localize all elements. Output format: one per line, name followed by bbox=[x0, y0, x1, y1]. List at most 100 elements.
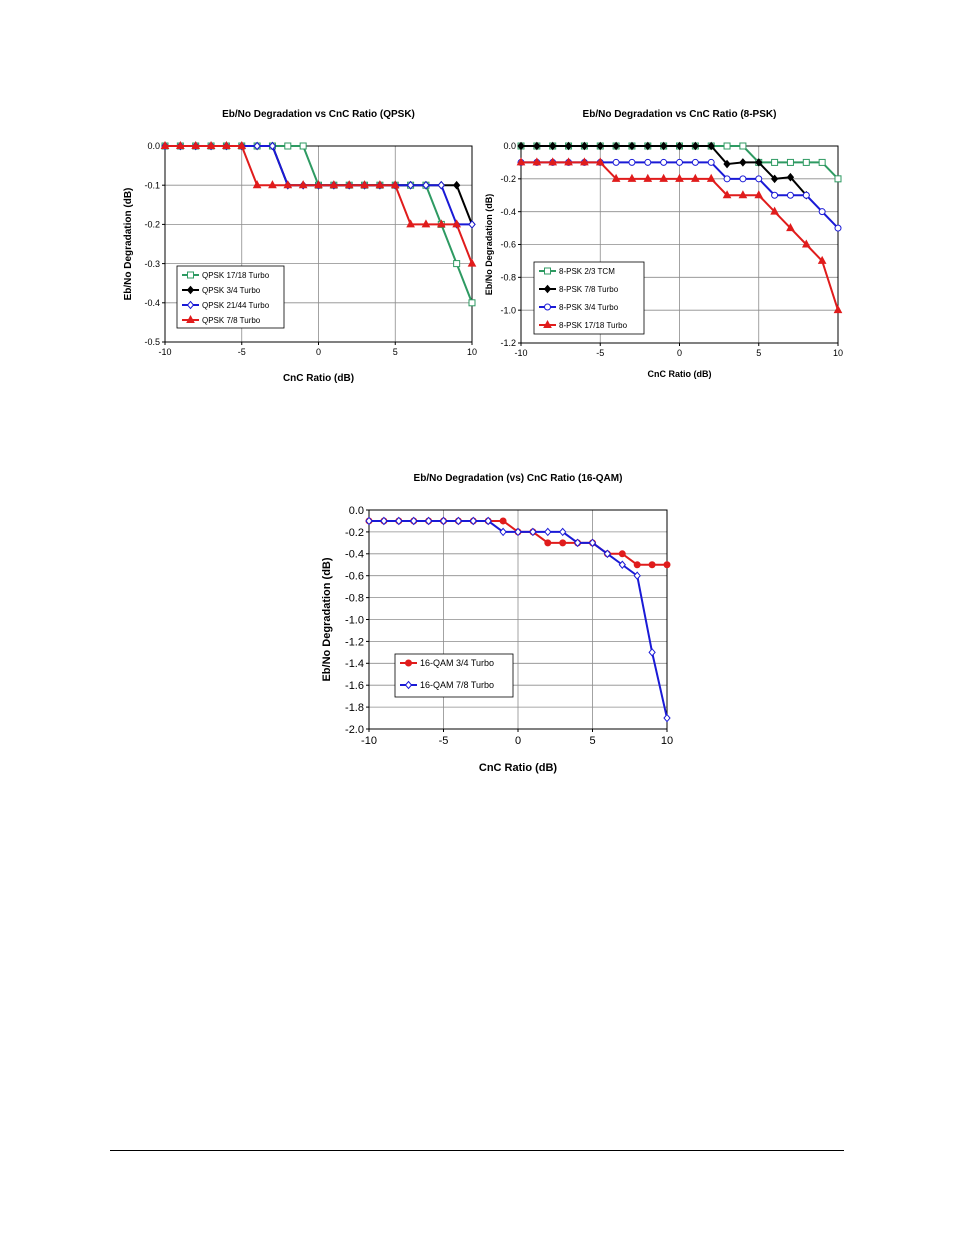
data-point bbox=[452, 219, 461, 228]
data-point bbox=[206, 140, 216, 149]
legend-label: 16-QAM 3/4 Turbo bbox=[420, 658, 494, 668]
chart-title: Eb/No Degradation vs CnC Ratio (QPSK) bbox=[222, 109, 415, 120]
y-tick-label: 0.0 bbox=[147, 141, 160, 151]
data-point bbox=[573, 538, 582, 548]
data-point bbox=[298, 180, 308, 189]
data-point bbox=[422, 180, 430, 190]
data-point bbox=[268, 180, 277, 189]
data-point bbox=[676, 158, 683, 166]
data-point bbox=[390, 180, 400, 189]
data-point bbox=[499, 527, 507, 537]
data-point bbox=[484, 516, 492, 526]
legend-swatch-marker bbox=[543, 319, 552, 328]
y-tick-label: -1.2 bbox=[345, 636, 364, 648]
data-point bbox=[786, 158, 794, 166]
y-tick-label: 0.0 bbox=[503, 141, 516, 151]
data-point bbox=[628, 141, 636, 151]
data-point bbox=[786, 172, 795, 182]
data-point bbox=[559, 539, 567, 547]
data-point bbox=[237, 140, 247, 149]
data-point bbox=[596, 141, 604, 151]
data-point bbox=[739, 175, 747, 183]
data-point bbox=[544, 527, 552, 537]
legend-label: 8-PSK 3/4 Turbo bbox=[559, 303, 619, 312]
legend-label: QPSK 21/44 Turbo bbox=[202, 301, 270, 310]
data-point bbox=[817, 255, 827, 264]
chart-title: Eb/No Degradation (vs) CnC Ratio (16-QAM… bbox=[414, 473, 623, 484]
footer-rule bbox=[110, 1150, 844, 1151]
legend-label: QPSK 7/8 Turbo bbox=[202, 316, 261, 325]
data-point bbox=[612, 141, 620, 151]
data-point bbox=[439, 516, 448, 526]
data-point bbox=[723, 175, 731, 183]
x-axis-title: CnC Ratio (dB) bbox=[648, 369, 712, 379]
data-point bbox=[252, 180, 262, 189]
data-point bbox=[360, 180, 369, 189]
legend-swatch-marker bbox=[405, 659, 412, 667]
data-point bbox=[648, 561, 656, 569]
legend-swatch-marker bbox=[186, 300, 195, 310]
x-tick-label: 0 bbox=[677, 348, 682, 358]
legend-swatch-marker bbox=[543, 284, 552, 294]
data-point bbox=[644, 141, 652, 151]
data-point bbox=[564, 141, 573, 151]
data-point bbox=[437, 180, 445, 190]
data-point bbox=[786, 223, 795, 232]
x-axis-title: CnC Ratio (dB) bbox=[283, 373, 354, 384]
chart-1: -10 -5 0 5 10 0.0 -0.1 -0.2 -0.3 -0.4 -0.5 Eb/No De… bbox=[123, 109, 477, 384]
data-point bbox=[771, 158, 779, 166]
y-tick-label: -0.6 bbox=[500, 240, 516, 250]
data-point bbox=[299, 142, 307, 150]
chart-2: -10 -5 0 5 10 0.0 -0.2 -0.4 -0.6 -0.8 -1.0 -1.2 Eb/N… bbox=[484, 109, 843, 379]
data-point bbox=[739, 158, 747, 167]
x-tick-label: -10 bbox=[514, 348, 527, 358]
data-point bbox=[611, 173, 621, 182]
legend-box bbox=[394, 653, 514, 698]
y-tick-label: -0.6 bbox=[345, 571, 364, 583]
legend: QPSK 17/18 Turbo QPSK 3/4 Turbo QPSK 21/44… bbox=[176, 265, 285, 329]
data-point bbox=[421, 219, 431, 228]
legend: 8-PSK 2/3 TCM 8-PSK 7/8 Turbo 8-PSK 3/4 Tu… bbox=[533, 261, 645, 335]
x-tick-label: 0 bbox=[316, 347, 321, 357]
legend-label: 8-PSK 17/18 Turbo bbox=[559, 321, 628, 330]
data-point bbox=[659, 173, 668, 182]
data-point bbox=[663, 561, 671, 569]
data-point bbox=[529, 527, 537, 537]
data-point bbox=[548, 157, 558, 166]
series-2 bbox=[517, 141, 810, 200]
series-4 bbox=[516, 157, 843, 314]
data-point bbox=[722, 190, 732, 199]
data-point bbox=[314, 180, 323, 189]
legend-swatch-marker bbox=[544, 267, 551, 275]
x-tick-label: -10 bbox=[361, 735, 377, 747]
data-point bbox=[580, 141, 589, 151]
data-point bbox=[559, 527, 567, 537]
data-point bbox=[469, 516, 477, 526]
y-tick-label: -0.8 bbox=[500, 272, 516, 282]
x-tick-label: -10 bbox=[158, 347, 171, 357]
data-point bbox=[514, 527, 522, 537]
data-point bbox=[707, 141, 715, 151]
data-point bbox=[723, 142, 731, 150]
y-tick-label: -1.6 bbox=[345, 680, 364, 692]
y-tick-label: -0.2 bbox=[500, 174, 516, 184]
legend-swatch-marker bbox=[544, 303, 551, 311]
data-point bbox=[580, 157, 589, 166]
data-point bbox=[754, 190, 764, 199]
data-point bbox=[454, 516, 463, 526]
data-point bbox=[691, 173, 700, 182]
data-point bbox=[329, 180, 339, 189]
y-tick-label: -0.4 bbox=[345, 549, 364, 561]
data-point bbox=[771, 191, 779, 199]
legend-swatch-marker bbox=[404, 680, 413, 690]
data-point bbox=[675, 173, 684, 182]
data-point bbox=[833, 305, 843, 314]
data-point bbox=[707, 158, 715, 166]
data-point bbox=[802, 158, 810, 166]
y-tick-label: -0.3 bbox=[144, 259, 160, 269]
data-point bbox=[739, 142, 747, 150]
data-point bbox=[834, 224, 842, 232]
data-point bbox=[618, 560, 626, 570]
y-tick-label: -1.0 bbox=[345, 614, 364, 626]
data-point bbox=[595, 157, 605, 166]
